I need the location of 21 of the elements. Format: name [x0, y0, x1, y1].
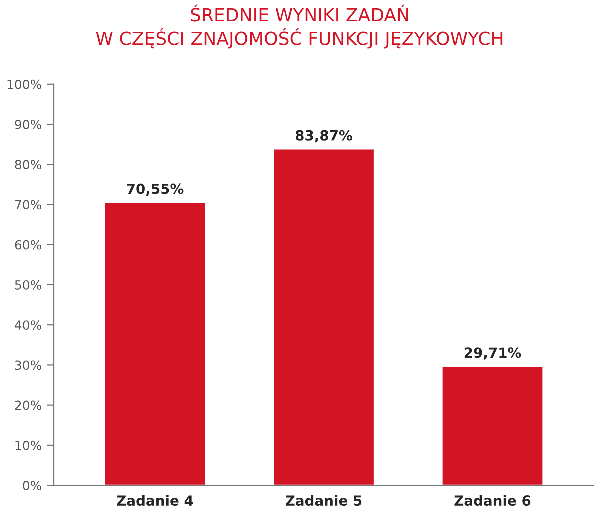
y-tick-label: 70% — [15, 200, 42, 210]
bar — [272, 148, 376, 486]
x-tick-label: Zadanie 6 — [454, 495, 531, 506]
bar — [104, 202, 207, 486]
x-tick-label: Zadanie 4 — [117, 495, 194, 506]
data-label: 83,87% — [296, 130, 352, 143]
data-label: 70,55% — [127, 184, 184, 196]
data-label: 29,71% — [464, 348, 522, 360]
y-tick-label: 50% — [15, 280, 42, 290]
y-tick-label: 20% — [15, 400, 42, 410]
y-tick-label: 30% — [15, 360, 42, 370]
y-tick-label: 60% — [15, 240, 42, 250]
y-tick-label: 0% — [23, 481, 42, 490]
chart-title: ŚREDNIE WYNIKI ZADAŃ W CZĘŚCI ZNAJOMOŚĆ FUNKCJI JĘZYKOWYCH — [96, 4, 503, 49]
y-tick-label: 100% — [8, 80, 42, 90]
x-tick-label: Zadanie 5 — [286, 495, 362, 506]
bar — [441, 366, 544, 486]
y-tick-label: 40% — [15, 320, 42, 330]
y-tick-label: 10% — [16, 440, 42, 450]
y-tick-label: 80% — [15, 160, 42, 170]
y-tick-label: 90% — [15, 120, 42, 130]
